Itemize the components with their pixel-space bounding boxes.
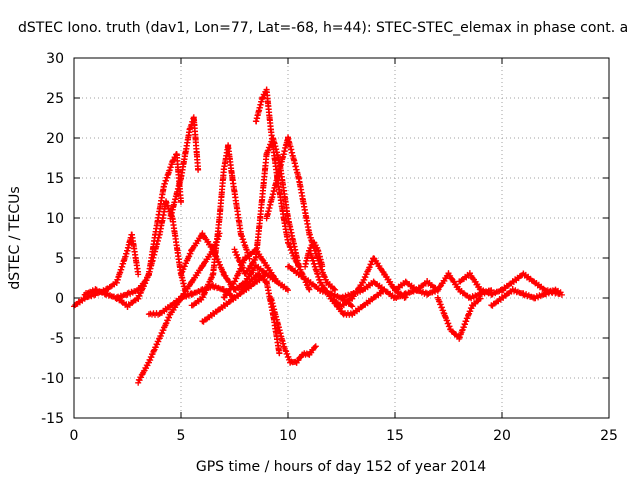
series-track [167, 114, 202, 222]
y-tick-label: 20 [46, 131, 64, 147]
data-point [331, 285, 337, 292]
data-point [155, 338, 162, 345]
data-point [296, 263, 303, 270]
series-track [81, 278, 148, 302]
series-track [145, 282, 238, 318]
data-points [71, 86, 565, 386]
chart-title: dSTEC Iono. truth (dav1, Lon=77, Lat=-68… [18, 20, 628, 36]
y-tick-label: 30 [46, 51, 64, 67]
y-tick-label: 0 [55, 291, 64, 307]
y-axis-ticks: -15 -10 -5 0 5 10 15 20 25 30 [41, 51, 609, 427]
data-point [263, 270, 270, 277]
series-track [231, 135, 313, 293]
data-point [312, 343, 319, 350]
data-point [349, 303, 356, 310]
data-point [276, 350, 283, 357]
data-point [135, 271, 142, 278]
data-point [204, 284, 211, 291]
data-point [187, 250, 194, 257]
y-tick-label: 15 [46, 171, 64, 187]
series-track [434, 294, 484, 342]
x-axis-ticks: 0 5 10 15 20 25 [70, 58, 618, 444]
data-point [262, 271, 269, 278]
data-point [152, 344, 159, 351]
data-point [150, 347, 157, 354]
series-track [71, 231, 142, 310]
plot-frame [73, 57, 610, 419]
y-tick-label: 5 [55, 251, 64, 267]
series-track [135, 151, 184, 302]
x-tick-label: 5 [177, 428, 186, 444]
data-point [195, 166, 202, 173]
data-point [232, 278, 239, 285]
x-axis-label: GPS time / hours of day 152 of year 2014 [196, 459, 486, 475]
x-tick-label: 15 [386, 428, 404, 444]
series-track [338, 278, 441, 302]
series-track [488, 286, 565, 309]
x-tick-label: 25 [600, 428, 618, 444]
data-point [311, 344, 318, 351]
data-point [306, 286, 313, 293]
y-tick-label: -15 [41, 411, 64, 427]
data-point [238, 261, 245, 268]
data-point [348, 302, 354, 308]
y-tick-label: -5 [50, 331, 64, 347]
series-track [188, 142, 253, 309]
y-tick-label: -10 [41, 371, 64, 387]
x-tick-label: 0 [70, 428, 79, 444]
data-point [178, 199, 184, 206]
data-point [558, 291, 565, 298]
x-tick-label: 10 [279, 428, 297, 444]
series-track [178, 230, 281, 293]
data-point [236, 258, 243, 265]
data-point [477, 295, 484, 302]
y-tick-label: 10 [46, 211, 64, 227]
series-track [263, 134, 339, 293]
series-track [267, 295, 319, 366]
x-tick-label: 20 [493, 428, 511, 444]
y-tick-label: 25 [46, 91, 64, 107]
y-axis-label: dSTEC / TECUs [7, 186, 23, 289]
series-track [302, 239, 326, 270]
data-point [285, 287, 291, 294]
data-point [319, 263, 326, 270]
data-point [166, 314, 172, 321]
series-track [392, 270, 495, 302]
data-point [178, 269, 185, 276]
data-point [142, 280, 149, 287]
